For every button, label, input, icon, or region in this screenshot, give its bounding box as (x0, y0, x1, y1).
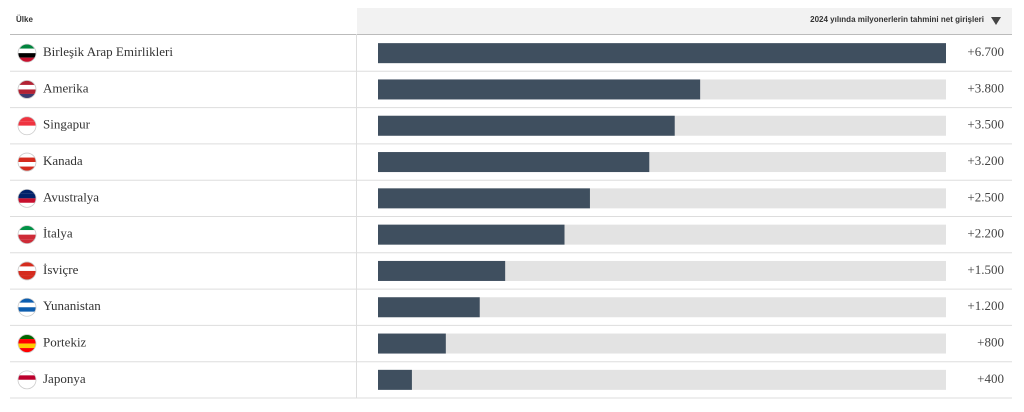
flag-icon (18, 334, 36, 353)
flag-stripe (18, 298, 36, 303)
flag-stripe (18, 343, 36, 349)
flag-outline (17, 297, 37, 317)
column-header[interactable]: 2024 yılında milyonerlerin tahmini net g… (810, 15, 984, 24)
bar (378, 115, 675, 136)
flag-stripe (18, 130, 36, 135)
flag-icon (18, 153, 36, 172)
flag-stripe (18, 198, 36, 203)
flag-stripe (18, 379, 36, 385)
flag-stripe (18, 348, 36, 353)
flag-stripe (18, 89, 36, 94)
flag-stripe (18, 116, 36, 122)
flag-stripe (18, 307, 36, 312)
flag-outline (17, 225, 37, 245)
bar (378, 333, 446, 354)
flag-stripe (18, 84, 36, 90)
flag-stripe (18, 270, 36, 276)
value-label: +3.500 (967, 117, 1004, 132)
value-label: +2.500 (967, 189, 1004, 204)
value-label: +800 (977, 335, 1004, 350)
flag-icon (18, 298, 36, 317)
country-label: Portekiz (43, 335, 87, 350)
flag-stripe (18, 311, 36, 317)
flag-stripe (18, 193, 36, 199)
flag-icon (18, 44, 36, 63)
flag-icon (18, 189, 36, 208)
flag-stripe (18, 302, 36, 308)
flag-stripe (18, 121, 36, 126)
country-label: Birleşik Arap Emirlikleri (43, 44, 173, 59)
flag-stripe (18, 57, 36, 63)
flag-stripe (18, 375, 36, 380)
flag-outline (17, 116, 37, 136)
bar (378, 188, 590, 209)
flag-outline (17, 80, 37, 99)
flag-icon (18, 116, 36, 135)
country-label: İtalya (43, 226, 73, 241)
value-label: +3.800 (967, 80, 1004, 95)
flag-outline (17, 261, 37, 281)
value-label: +400 (977, 371, 1004, 386)
flag-stripe (18, 275, 36, 280)
flag-stripe (18, 48, 36, 54)
flag-icon (18, 370, 36, 389)
value-label: +1.200 (967, 298, 1004, 313)
flag-stripe (18, 261, 36, 267)
flag-stripe (18, 234, 36, 240)
flag-stripe (18, 239, 36, 244)
bar (378, 224, 565, 245)
value-label: +2.200 (967, 226, 1004, 241)
flag-stripe (18, 339, 36, 344)
bar (378, 369, 412, 390)
flag-stripe (18, 125, 36, 131)
flag-stripe (18, 266, 36, 271)
flag-stripe (18, 53, 36, 58)
country-label: İsviçre (43, 262, 79, 277)
flag-stripe (18, 370, 36, 376)
flag-stripe (18, 225, 36, 231)
country-label: Japonya (43, 371, 86, 386)
flag-stripe (18, 202, 36, 208)
flag-stripe (18, 189, 36, 194)
flag-stripe (18, 153, 36, 158)
bar-track (378, 260, 946, 281)
flag-outline (17, 43, 37, 63)
flag-stripe (18, 230, 36, 235)
value-label: +6.700 (967, 44, 1004, 59)
sort-icon[interactable] (991, 17, 1001, 25)
bar-track (378, 297, 946, 318)
flag-icon (18, 225, 36, 244)
bar-track (378, 333, 946, 354)
flag-stripe (18, 157, 36, 163)
flag-stripe (18, 166, 36, 172)
flag-icon (18, 261, 36, 280)
flag-outline (17, 152, 37, 172)
column-header: Ülke (16, 15, 33, 24)
bar (378, 297, 480, 318)
bar (378, 79, 701, 100)
country-label: Singapur (43, 117, 91, 132)
flag-outline (17, 188, 37, 208)
flag-stripe (18, 384, 36, 389)
bar (378, 43, 946, 64)
bar (378, 260, 506, 281)
flag-icon (18, 80, 36, 99)
bar (378, 152, 650, 173)
flag-stripe (18, 93, 36, 99)
country-label: Amerika (43, 80, 89, 95)
value-label: +1.500 (967, 262, 1004, 277)
bar-track (378, 369, 946, 390)
header-background (357, 8, 1012, 34)
country-label: Kanada (43, 153, 83, 168)
flag-outline (17, 370, 37, 390)
flag-stripe (18, 44, 36, 49)
value-label: +3.200 (967, 153, 1004, 168)
country-label: Avustralya (43, 189, 99, 204)
flag-outline (17, 334, 37, 353)
flag-stripe (18, 162, 36, 167)
flag-stripe (18, 334, 36, 340)
country-label: Yunanistan (43, 298, 101, 313)
flag-stripe (18, 80, 36, 85)
